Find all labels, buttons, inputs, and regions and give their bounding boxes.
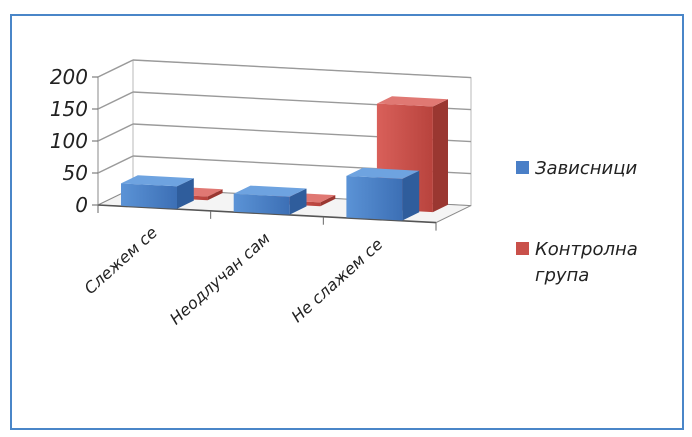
bar-side xyxy=(289,188,307,215)
gridline-side xyxy=(97,91,134,110)
legend-swatch xyxy=(516,242,529,255)
legend-entry-1: Контролна група xyxy=(516,239,638,286)
bar-side xyxy=(177,178,194,209)
gridline-side xyxy=(97,155,134,174)
bar-front xyxy=(233,193,290,215)
legend-entry-0: Зависници xyxy=(516,158,637,179)
bar-top xyxy=(376,96,448,107)
gridline-back xyxy=(132,59,472,79)
category-label: Не слажем се xyxy=(288,234,387,326)
bar-zavisnici-0 xyxy=(121,175,194,209)
category-label: Слежем се xyxy=(80,223,161,298)
legend: Зависници Контролна група xyxy=(516,158,638,286)
x-axis-line xyxy=(97,204,437,224)
gridline-side xyxy=(97,59,134,78)
bar-top xyxy=(233,185,307,197)
legend-label: Контролна xyxy=(535,239,638,260)
bar-side xyxy=(320,195,336,207)
y-tick-label: 150 xyxy=(50,97,88,121)
y-tick-label: 200 xyxy=(50,65,88,89)
bar-top xyxy=(121,175,194,187)
bar-front xyxy=(121,183,177,209)
bars xyxy=(121,96,448,221)
legend-label: група xyxy=(535,265,589,286)
bar-zavisnici-2 xyxy=(346,167,420,221)
y-tick-label: 0 xyxy=(75,193,88,217)
bar-zavisnici-1 xyxy=(233,185,307,215)
bar-side xyxy=(432,99,448,213)
y-axis-ticks: 0 50 100 150 200 xyxy=(50,65,98,217)
gridline-side xyxy=(97,123,134,142)
x-axis-ticks: Слежем се Неодлучан сам Не слажем се xyxy=(80,205,437,329)
legend-label: Зависници xyxy=(535,158,637,179)
bar-top xyxy=(346,167,420,179)
bar-side xyxy=(207,189,223,201)
y-tick-label: 50 xyxy=(63,161,88,185)
legend-swatch xyxy=(516,161,529,174)
bar-front xyxy=(346,175,403,221)
category-label: Неодлучан сам xyxy=(166,229,274,329)
bar-side xyxy=(402,170,420,221)
y-tick-label: 100 xyxy=(50,129,88,153)
